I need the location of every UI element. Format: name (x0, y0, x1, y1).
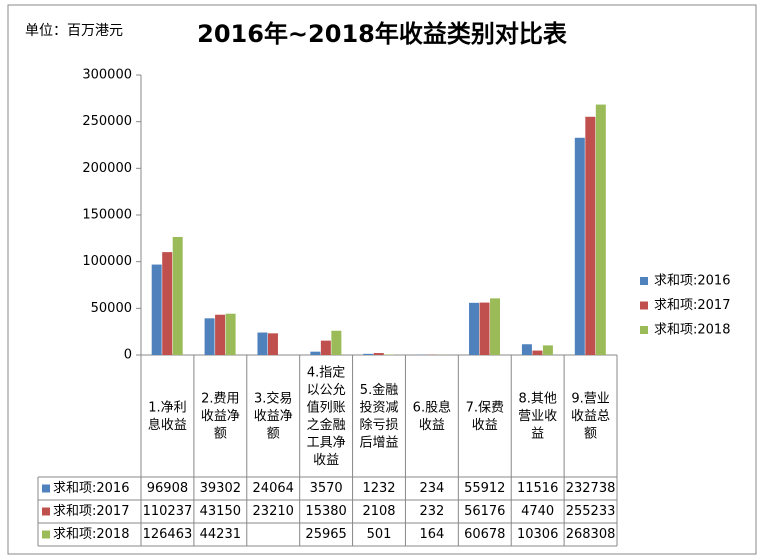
table-value: 43150 (200, 504, 241, 519)
y-tick-label: 0 (124, 348, 132, 363)
bar (490, 298, 501, 355)
bar (225, 313, 236, 355)
table-series-name: 求和项:2018 (53, 527, 129, 542)
unit-note: 单位：百万港元 (25, 23, 123, 39)
table-value: 56176 (464, 504, 505, 519)
table-value: 11516 (517, 481, 558, 496)
legend-key (640, 326, 648, 334)
table-value: 164 (419, 527, 444, 542)
chart-title: 2016年~2018年收益类别对比表 (197, 20, 568, 48)
bar (215, 314, 226, 355)
table-value: 232 (419, 504, 444, 519)
bar (595, 104, 606, 356)
bar (151, 264, 162, 355)
table-value: 15380 (305, 504, 346, 519)
bar (532, 350, 543, 355)
x-tick-label: 4.指定以公允值列账之金融工具净收益 (307, 365, 346, 468)
bar (257, 332, 268, 355)
table-series-name: 求和项:2017 (53, 504, 129, 519)
table-series-name: 求和项:2016 (53, 481, 129, 496)
y-tick-label: 200000 (82, 161, 132, 176)
bar (363, 353, 374, 355)
table-value: 4740 (521, 504, 554, 519)
table-value: 126463 (143, 527, 193, 542)
bar (172, 236, 183, 355)
table-value: 25965 (305, 527, 346, 542)
x-tick-label: 3.交易收益净额 (254, 390, 293, 441)
table-value: 268308 (566, 527, 616, 542)
table-legend-key (42, 530, 50, 539)
chart-border (7, 4, 757, 555)
legend-label: 求和项:2018 (654, 323, 730, 338)
x-tick-label: 6.股息收益 (413, 399, 451, 433)
x-tick-label: 1.净利息收益 (148, 400, 187, 433)
bar (204, 318, 215, 355)
bar (542, 345, 553, 355)
table-value: 39302 (200, 481, 241, 496)
x-tick-label: 2.费用收益净额 (201, 391, 240, 441)
table-value: 24064 (253, 481, 294, 496)
table-value: 2108 (362, 504, 395, 519)
y-tick-label: 150000 (82, 208, 132, 223)
legend-key (640, 277, 648, 285)
legend-key (640, 301, 648, 310)
table-value: 501 (367, 527, 392, 542)
x-tick-label: 7.保费收益 (466, 400, 504, 433)
bar (310, 351, 321, 355)
legend-label: 求和项:2017 (654, 298, 730, 313)
bar (521, 344, 532, 355)
table-value: 232738 (566, 481, 616, 496)
y-tick-label: 300000 (82, 68, 132, 83)
y-tick-label: 250000 (82, 114, 132, 129)
x-tick-label: 9.营业收益总额 (571, 391, 610, 441)
bar (162, 252, 173, 355)
x-tick-label: 5.金融投资减除亏损后增益 (359, 381, 398, 450)
table-legend-key (42, 484, 50, 493)
bar (585, 116, 596, 355)
y-tick-label: 100000 (82, 254, 132, 269)
bar (479, 302, 490, 355)
bar (574, 137, 585, 355)
table-value: 234 (419, 481, 444, 496)
table-value: 23210 (253, 504, 294, 519)
table-value: 44231 (200, 527, 241, 542)
table-value: 55912 (464, 481, 505, 496)
table-value: 1232 (362, 481, 395, 496)
bar (373, 353, 384, 355)
table-value: 255233 (566, 504, 616, 519)
bar (267, 333, 278, 355)
bar (320, 340, 331, 355)
table-value: 60678 (464, 527, 505, 542)
table-value: 110237 (143, 504, 193, 519)
bar (469, 302, 480, 355)
table-value: 96908 (147, 481, 188, 496)
table-value: 10306 (517, 527, 558, 542)
bar (331, 330, 342, 355)
x-tick-label: 8.其他营业收益 (518, 391, 557, 441)
y-tick-label: 50000 (91, 301, 132, 316)
table-legend-key (42, 507, 50, 516)
table-value: 3570 (310, 481, 343, 496)
legend-label: 求和项:2016 (654, 274, 730, 289)
